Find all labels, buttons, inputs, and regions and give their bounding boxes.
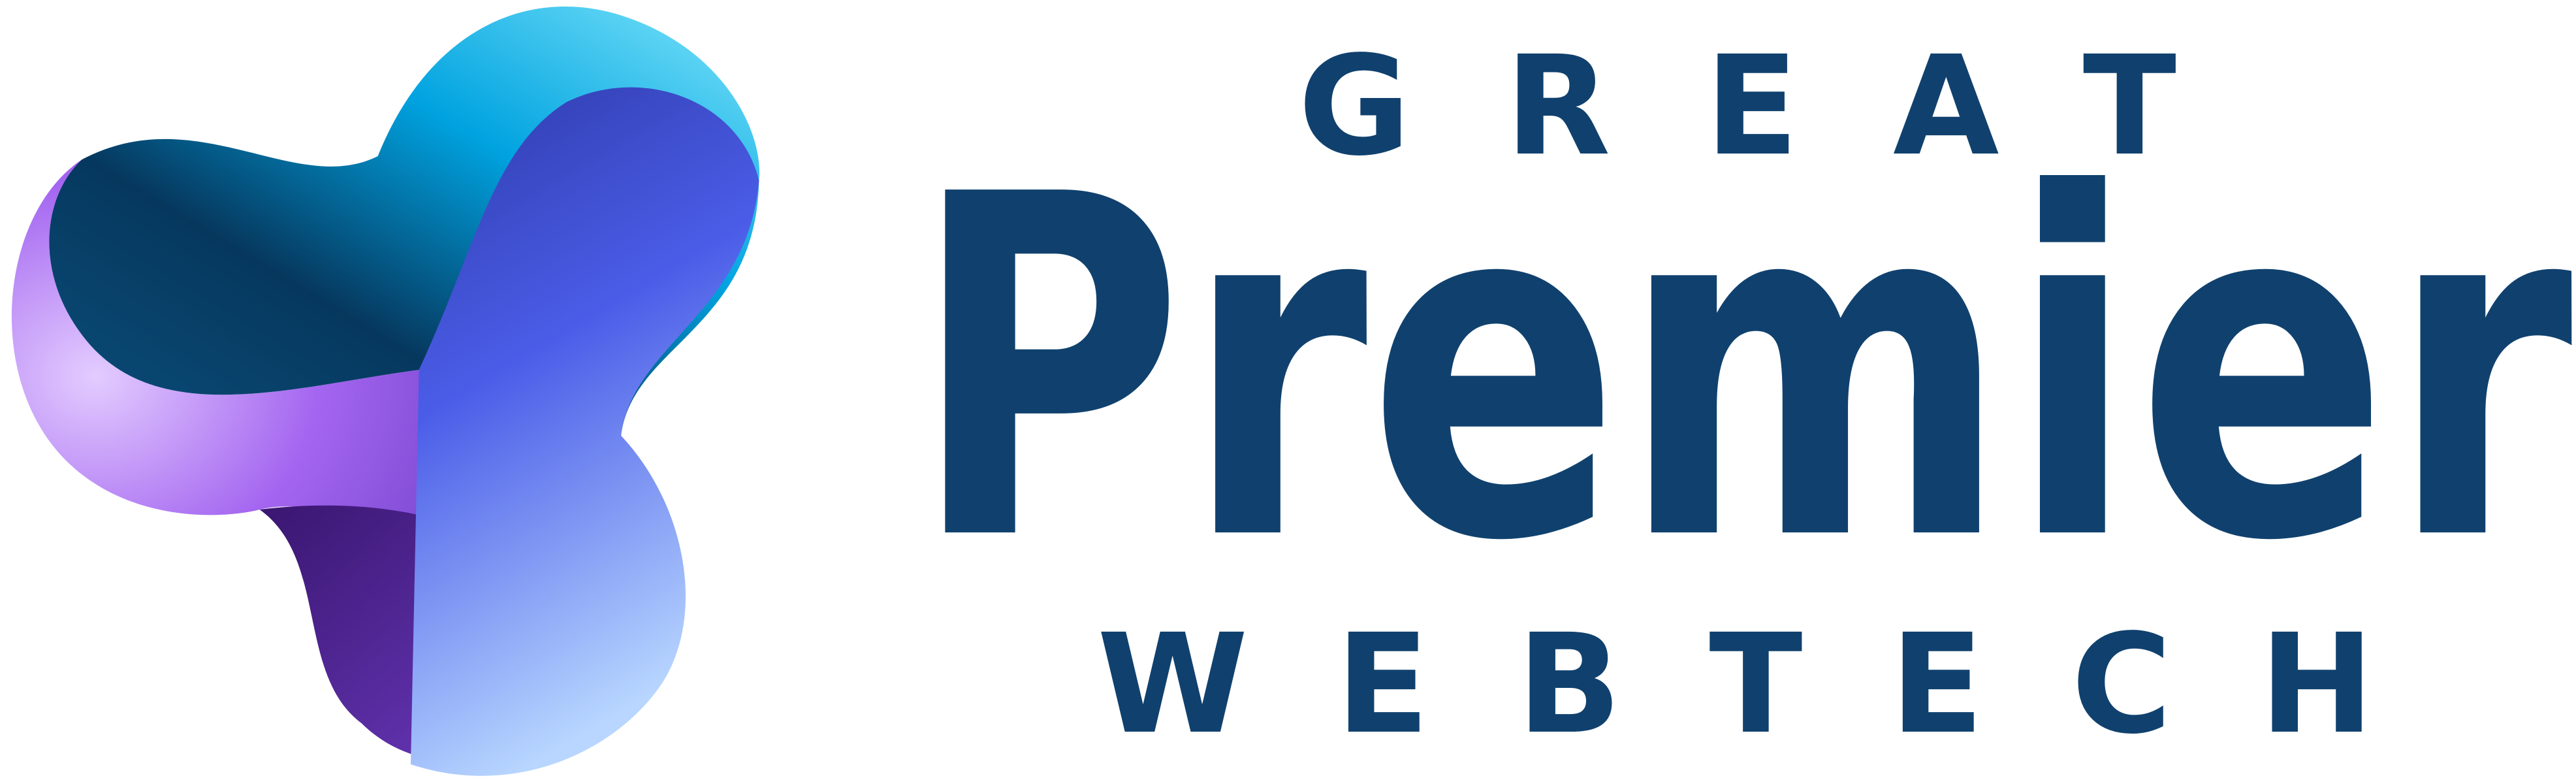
logo-icon xyxy=(11,6,759,776)
logo-main-word: Premier xyxy=(911,96,2575,643)
